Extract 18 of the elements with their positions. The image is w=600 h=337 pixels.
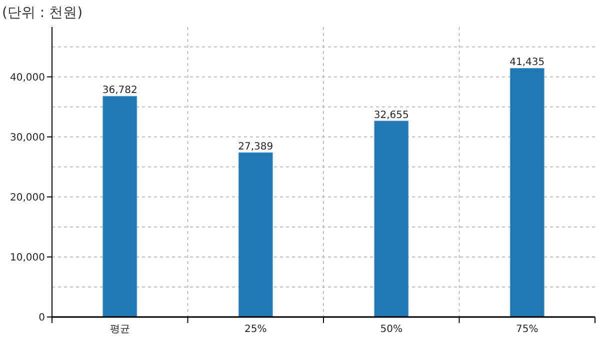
x-tick-label: 25% <box>244 324 267 335</box>
y-tick-label: 10,000 <box>10 252 45 264</box>
y-tick-label: 40,000 <box>10 72 45 84</box>
y-tick-label: 0 <box>38 312 45 324</box>
bar <box>102 96 138 318</box>
bar <box>374 120 409 318</box>
y-tick-label: 20,000 <box>10 192 45 204</box>
bar <box>510 68 544 318</box>
chart-title: (단위 : 천원) <box>2 5 83 21</box>
x-tick-label: 평균 <box>110 324 130 335</box>
x-tick-label: 50% <box>380 324 402 335</box>
data-label: 41,435 <box>510 57 545 68</box>
y-tick-label: 30,000 <box>10 132 45 144</box>
data-label: 32,655 <box>374 110 409 121</box>
data-label: 36,782 <box>102 85 138 96</box>
x-tick-label: 75% <box>516 324 538 335</box>
data-label: 27,389 <box>238 142 274 153</box>
bar <box>238 152 273 318</box>
